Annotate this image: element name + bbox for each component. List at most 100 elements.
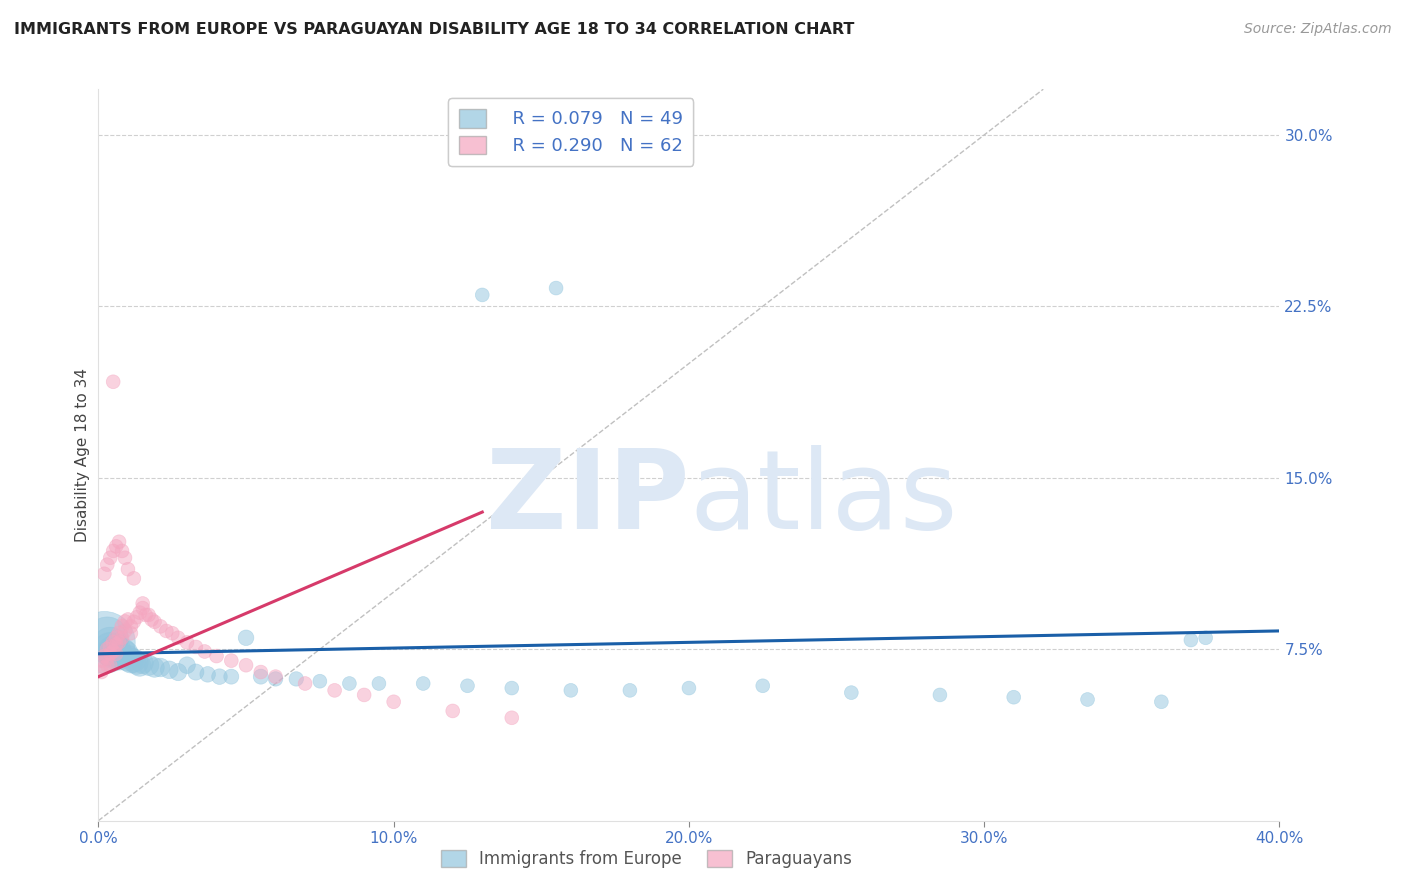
Point <box>122 654 145 668</box>
Point <box>264 672 287 686</box>
Point <box>412 676 434 690</box>
Legend: Immigrants from Europe, Paraguayans: Immigrants from Europe, Paraguayans <box>434 843 859 875</box>
Point <box>98 550 121 565</box>
Point <box>90 665 112 679</box>
Point <box>141 613 163 627</box>
Point <box>96 631 118 645</box>
Point <box>93 649 115 664</box>
Point <box>368 676 391 690</box>
Point <box>98 640 121 654</box>
Point <box>162 626 183 640</box>
Point <box>128 606 150 620</box>
Point <box>111 631 134 645</box>
Point <box>184 640 207 654</box>
Text: Source: ZipAtlas.com: Source: ZipAtlas.com <box>1244 22 1392 37</box>
Point <box>117 613 139 627</box>
Point <box>132 597 155 611</box>
Point <box>471 288 494 302</box>
Point <box>122 615 145 629</box>
Point <box>103 544 125 558</box>
Point <box>120 619 142 633</box>
Point <box>96 658 118 673</box>
Point <box>294 676 316 690</box>
Text: ZIP: ZIP <box>485 445 689 552</box>
Point <box>155 624 177 638</box>
Point <box>120 654 142 668</box>
Point <box>1077 692 1099 706</box>
Point <box>149 619 172 633</box>
Point <box>157 663 180 677</box>
Point <box>501 711 523 725</box>
Point <box>98 658 121 673</box>
Point <box>208 670 231 684</box>
Point <box>184 665 207 679</box>
Point <box>250 665 273 679</box>
Point <box>105 647 128 661</box>
Point <box>501 681 523 695</box>
Point <box>108 626 131 640</box>
Point <box>143 615 166 629</box>
Point <box>337 676 360 690</box>
Point <box>103 375 125 389</box>
Point <box>90 654 112 668</box>
Point <box>678 681 700 695</box>
Point <box>105 631 128 645</box>
Point <box>138 607 160 622</box>
Point <box>167 665 190 679</box>
Point <box>108 649 131 664</box>
Text: atlas: atlas <box>689 445 957 552</box>
Point <box>122 571 145 585</box>
Point <box>560 683 582 698</box>
Point <box>456 679 478 693</box>
Point <box>928 688 950 702</box>
Point <box>114 550 136 565</box>
Point <box>235 658 257 673</box>
Point <box>250 670 273 684</box>
Point <box>128 658 150 673</box>
Point <box>103 647 125 661</box>
Point <box>839 685 862 699</box>
Point <box>323 683 346 698</box>
Point <box>132 656 155 670</box>
Point <box>219 670 242 684</box>
Point <box>1150 695 1173 709</box>
Point <box>96 651 118 665</box>
Point <box>103 644 125 658</box>
Point <box>111 619 134 633</box>
Point <box>751 679 773 693</box>
Point <box>93 566 115 581</box>
Point <box>114 624 136 638</box>
Point <box>138 658 160 673</box>
Point <box>149 660 172 674</box>
Point <box>105 638 128 652</box>
Point <box>309 674 332 689</box>
Point <box>167 631 190 645</box>
Point <box>125 656 148 670</box>
Point <box>1195 631 1218 645</box>
Point <box>114 647 136 661</box>
Point <box>544 281 567 295</box>
Point <box>205 649 228 664</box>
Point <box>135 607 157 622</box>
Point <box>98 647 121 661</box>
Point <box>441 704 464 718</box>
Point <box>93 635 115 649</box>
Legend:   R = 0.079   N = 49,   R = 0.290   N = 62: R = 0.079 N = 49, R = 0.290 N = 62 <box>449 98 693 166</box>
Point <box>98 642 121 657</box>
Point <box>132 601 155 615</box>
Point <box>1002 690 1025 705</box>
Point <box>105 539 128 553</box>
Point <box>114 615 136 629</box>
Point <box>96 558 118 572</box>
Y-axis label: Disability Age 18 to 34: Disability Age 18 to 34 <box>75 368 90 542</box>
Point <box>125 610 148 624</box>
Point <box>382 695 405 709</box>
Point <box>111 544 134 558</box>
Point <box>93 660 115 674</box>
Point <box>108 534 131 549</box>
Point <box>197 667 219 681</box>
Point <box>143 660 166 674</box>
Point <box>353 688 375 702</box>
Point <box>619 683 641 698</box>
Point <box>176 635 198 649</box>
